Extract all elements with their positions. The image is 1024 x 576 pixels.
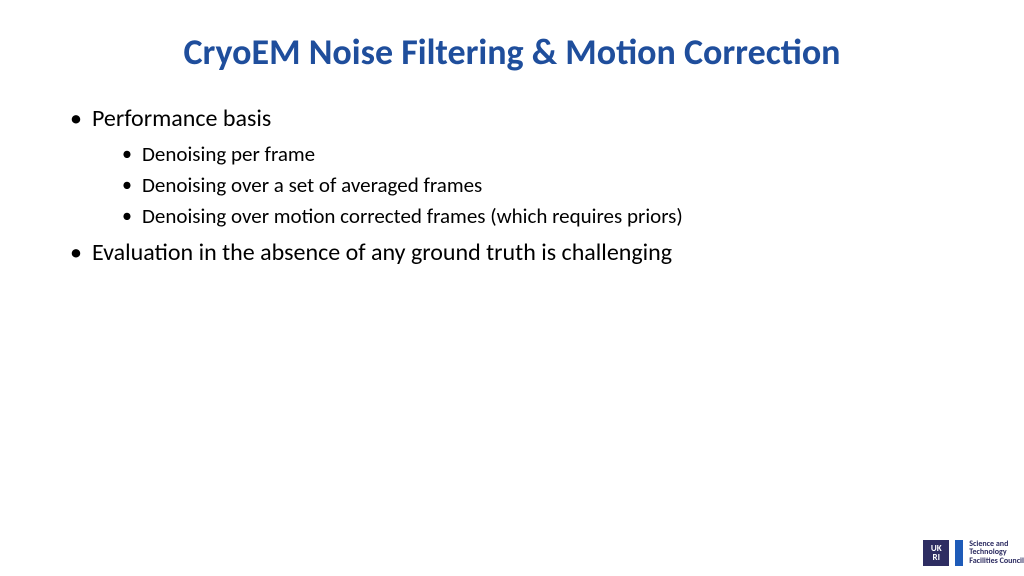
bullet-sub-text: Denoising over a set of averaged frames [142,172,482,198]
bullet-list-level2: Denoising per frame Denoising over a set… [92,140,974,232]
stfc-line: Facilities Council [969,557,1024,566]
footer-logo-group: UK RI Science and Technology Facilities … [923,540,1024,566]
bullet-text: Evaluation in the absence of any ground … [92,238,672,267]
ukri-logo-icon: UK RI [923,540,949,566]
slide-container: CryoEM Noise Filtering & Motion Correcti… [0,0,1024,576]
stfc-color-bar [955,540,963,566]
bullet-sub-text: Denoising over motion corrected frames (… [142,203,683,229]
bullet-item: Evaluation in the absence of any ground … [70,236,974,270]
bullet-text: Performance basis [92,104,271,133]
stfc-text-block: Science and Technology Facilities Counci… [969,540,1024,566]
bullet-list-level1: Performance basis Denoising per frame De… [50,102,974,269]
bullet-sub-item: Denoising over motion corrected frames (… [122,202,974,231]
bullet-sub-text: Denoising per frame [142,141,315,167]
slide-title: CryoEM Noise Filtering & Motion Correcti… [50,30,974,74]
bullet-sub-item: Denoising over a set of averaged frames [122,171,974,200]
ukri-label-bottom: RI [933,553,940,562]
slide-content: Performance basis Denoising per frame De… [50,102,974,269]
bullet-sub-item: Denoising per frame [122,140,974,169]
bullet-item: Performance basis Denoising per frame De… [70,102,974,232]
